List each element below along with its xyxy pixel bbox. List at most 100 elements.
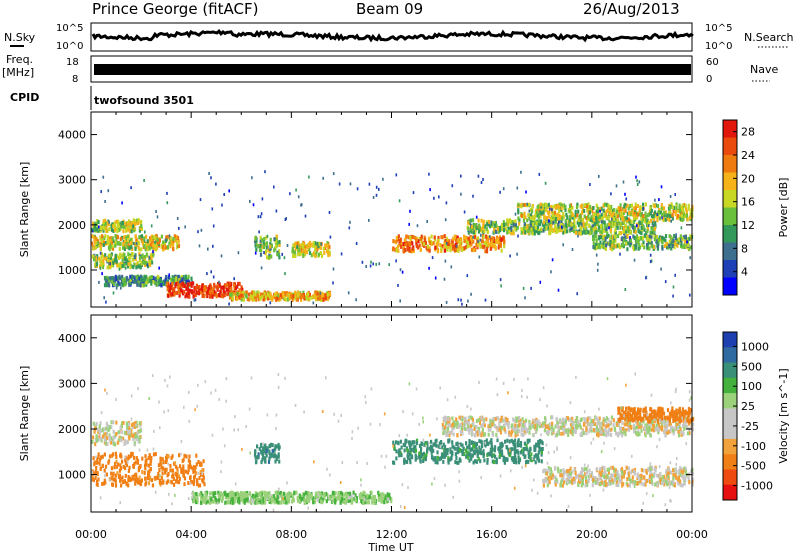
heatmap-cell bbox=[369, 264, 372, 268]
heatmap-cell bbox=[626, 203, 629, 208]
heatmap-cell bbox=[109, 256, 112, 261]
heatmap-cell bbox=[538, 222, 541, 227]
heatmap-cell bbox=[108, 278, 111, 283]
heatmap-cell bbox=[279, 293, 283, 298]
heatmap-cell bbox=[258, 248, 261, 253]
heatmap-cell bbox=[158, 266, 160, 270]
heatmap-cell bbox=[507, 447, 510, 452]
colorbar-swatch bbox=[723, 260, 737, 278]
heatmap-cell bbox=[426, 244, 429, 249]
heatmap-cell bbox=[257, 290, 260, 295]
heatmap-cell bbox=[607, 215, 610, 220]
heatmap-cell bbox=[496, 237, 499, 242]
heatmap-cell bbox=[176, 245, 179, 250]
heatmap-cell bbox=[101, 272, 103, 276]
heatmap-cell bbox=[168, 234, 171, 238]
heatmap-cell bbox=[157, 463, 160, 468]
heatmap-cell bbox=[319, 291, 322, 295]
heatmap-cell bbox=[119, 224, 122, 229]
heatmap-cell bbox=[146, 278, 149, 283]
colorbar-swatch bbox=[723, 225, 737, 243]
heatmap-cell bbox=[160, 234, 163, 239]
heatmap-cell bbox=[568, 204, 572, 208]
heatmap-cell bbox=[105, 224, 108, 229]
heatmap-cell bbox=[482, 449, 485, 454]
heatmap-cell bbox=[123, 263, 126, 268]
heatmap-cell bbox=[565, 212, 568, 217]
heatmap-cell bbox=[534, 453, 538, 458]
heatmap-cell bbox=[640, 231, 643, 236]
heatmap-cell bbox=[171, 281, 174, 286]
heatmap-cell bbox=[473, 441, 476, 446]
heatmap-cell bbox=[520, 230, 523, 235]
heatmap-cell bbox=[527, 202, 531, 207]
heatmap-cell bbox=[551, 258, 554, 262]
heatmap-cell bbox=[119, 226, 122, 231]
heatmap-cell bbox=[663, 430, 666, 435]
heatmap-cell bbox=[269, 242, 272, 247]
heatmap-cell bbox=[688, 236, 691, 241]
heatmap-cell bbox=[592, 241, 595, 246]
heatmap-cell bbox=[414, 448, 418, 453]
heatmap-cell bbox=[173, 461, 176, 466]
heatmap-cell bbox=[656, 204, 660, 209]
heatmap-cell bbox=[193, 478, 196, 483]
heatmap-cell bbox=[127, 468, 130, 473]
heatmap-cell bbox=[683, 214, 686, 219]
heatmap-cell bbox=[636, 224, 638, 228]
heatmap-cell bbox=[624, 203, 627, 208]
heatmap-cell bbox=[628, 211, 631, 215]
heatmap-cell bbox=[245, 290, 248, 295]
heatmap-cell bbox=[145, 261, 148, 266]
heatmap-cell bbox=[328, 245, 331, 250]
heatmap-cell bbox=[512, 442, 515, 447]
heatmap-cell bbox=[631, 225, 635, 230]
heatmap-cell bbox=[600, 244, 604, 249]
heatmap-cell bbox=[422, 451, 425, 456]
heatmap-cell bbox=[529, 213, 533, 218]
heatmap-cell bbox=[112, 239, 115, 244]
colorbar-tick-label: 28 bbox=[741, 126, 755, 139]
heatmap-cell bbox=[122, 229, 125, 234]
heatmap-cell bbox=[275, 237, 278, 242]
heatmap-cell bbox=[462, 446, 465, 451]
heatmap-cell bbox=[514, 455, 517, 460]
heatmap-cell bbox=[294, 296, 297, 301]
heatmap-cell bbox=[221, 498, 224, 503]
heatmap-cell bbox=[101, 454, 104, 459]
heatmap-cell bbox=[215, 294, 218, 299]
heatmap-cell bbox=[512, 222, 515, 227]
heatmap-cell bbox=[95, 259, 98, 264]
heatmap-cell bbox=[609, 209, 613, 214]
heatmap-cell bbox=[130, 223, 133, 228]
heatmap-cell bbox=[300, 203, 303, 207]
heatmap-cell bbox=[527, 459, 530, 464]
heatmap-cell bbox=[158, 468, 161, 473]
heatmap-cell bbox=[599, 240, 602, 245]
heatmap-cell bbox=[213, 289, 216, 294]
heatmap-cell bbox=[317, 244, 320, 249]
cpid-label: CPID bbox=[10, 91, 39, 104]
heatmap-cell bbox=[222, 285, 225, 290]
heatmap-cell bbox=[622, 229, 625, 234]
heatmap-cell bbox=[475, 441, 478, 446]
heatmap-cell bbox=[181, 281, 184, 286]
heatmap-cell bbox=[603, 220, 606, 225]
heatmap-cell bbox=[531, 216, 535, 221]
heatmap-cell bbox=[112, 229, 115, 233]
heatmap-cell bbox=[606, 422, 609, 427]
heatmap-cell bbox=[121, 475, 124, 480]
colorbar-title: Power [dB] bbox=[777, 178, 790, 238]
heatmap-cell bbox=[155, 210, 157, 213]
heatmap-cell bbox=[426, 449, 429, 454]
heatmap-cell bbox=[321, 498, 324, 502]
heatmap-cell bbox=[266, 234, 269, 238]
heatmap-cell bbox=[554, 217, 557, 221]
heatmap-cell bbox=[299, 243, 302, 248]
heatmap-cell bbox=[141, 470, 144, 474]
heatmap-cell bbox=[159, 456, 162, 461]
heatmap-cell bbox=[495, 460, 498, 465]
heatmap-cell bbox=[439, 456, 442, 461]
heatmap-cell bbox=[598, 225, 601, 230]
heatmap-cell bbox=[505, 222, 508, 227]
